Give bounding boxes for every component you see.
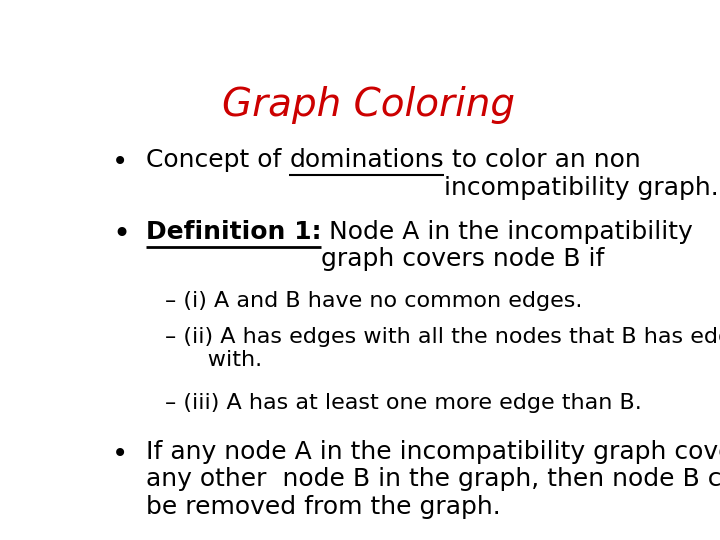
Text: Graph Coloring: Graph Coloring [222, 85, 516, 124]
Text: – (ii) A has edges with all the nodes that B has edges
      with.: – (ii) A has edges with all the nodes th… [166, 327, 720, 370]
Text: •: • [112, 148, 129, 176]
Text: If any node A in the incompatibility graph covers
any other  node B in the graph: If any node A in the incompatibility gra… [145, 440, 720, 519]
Text: – (i) A and B have no common edges.: – (i) A and B have no common edges. [166, 292, 582, 312]
Text: Node A in the incompatibility
graph covers node B if: Node A in the incompatibility graph cove… [321, 220, 693, 272]
Text: to color an non
incompatibility graph.: to color an non incompatibility graph. [444, 148, 719, 200]
Text: Concept of: Concept of [145, 148, 289, 172]
Text: •: • [112, 220, 130, 249]
Text: •: • [112, 440, 129, 468]
Text: Definition 1:: Definition 1: [145, 220, 321, 244]
Text: – (iii) A has at least one more edge than B.: – (iii) A has at least one more edge tha… [166, 393, 642, 413]
Text: dominations: dominations [289, 148, 444, 172]
